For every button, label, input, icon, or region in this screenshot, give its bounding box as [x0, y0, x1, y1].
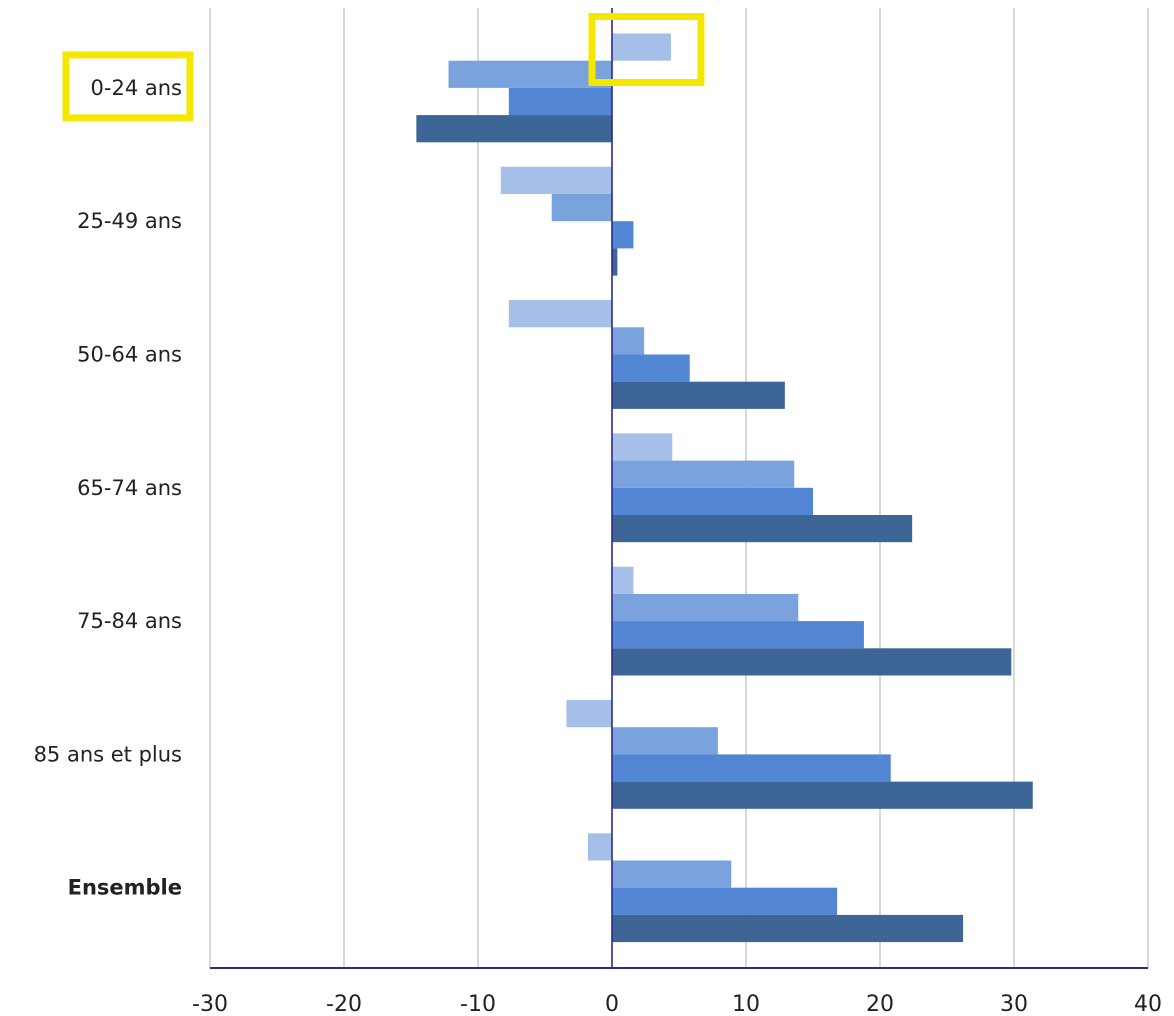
bars-layer — [416, 33, 1033, 943]
bar-ensemble-s2 — [612, 860, 732, 888]
category-label: 85 ans et plus — [34, 742, 182, 766]
bar-75-84-ans-s1 — [612, 566, 634, 594]
bar-65-74-ans-s3 — [612, 487, 813, 515]
bar-25-49-ans-s2 — [551, 194, 612, 222]
bar-25-49-ans-s1 — [500, 166, 612, 194]
bar-50-64-ans-s4 — [612, 381, 785, 409]
bar-0-24-ans-s1 — [612, 33, 671, 61]
grid-layer — [209, 8, 1149, 968]
category-label: 25-49 ans — [77, 209, 182, 233]
x-tick-label: -20 — [326, 992, 362, 1012]
bar-0-24-ans-s3 — [508, 87, 612, 116]
x-tick-label: 10 — [732, 992, 760, 1012]
bar-75-84-ans-s2 — [612, 593, 799, 622]
bar-50-64-ans-s3 — [612, 354, 690, 382]
x-tick-label: -30 — [192, 992, 228, 1012]
highlight-box-bar — [588, 13, 705, 86]
category-label: 75-84 ans — [77, 609, 182, 633]
bar-50-64-ans-s2 — [612, 327, 645, 355]
x-tick-label: 30 — [1000, 992, 1028, 1012]
bar-ensemble-s4 — [612, 914, 964, 943]
category-label: 50-64 ans — [77, 343, 182, 367]
x-tick-label: -10 — [460, 992, 496, 1012]
labels-layer: -30 -20 -10 0 10 20 30 40 0-24 ans 25-49 ans 50-64… — [34, 76, 1162, 1016]
category-label: Ensemble — [68, 876, 182, 900]
category-label: 0-24 ans — [91, 76, 182, 100]
bar-65-74-ans-s1 — [612, 433, 673, 461]
bar-0-24-ans-s2 — [448, 60, 612, 88]
highlight-box-label — [62, 51, 194, 122]
category-label: 65-74 ans — [77, 476, 182, 500]
highlight-layer — [62, 13, 705, 122]
bar-75-84-ans-s3 — [612, 621, 864, 649]
bar-ensemble-s1 — [587, 833, 612, 861]
bar-65-74-ans-s2 — [612, 460, 795, 488]
bar-25-49-ans-s3 — [612, 221, 634, 249]
bar-0-24-ans-s4 — [416, 115, 612, 143]
x-tick-label: 20 — [866, 992, 894, 1012]
bar-50-64-ans-s1 — [508, 300, 612, 328]
bar-85-ans-et-plus-s2 — [612, 727, 718, 755]
bar-65-74-ans-s4 — [612, 515, 913, 543]
axis-layer — [210, 8, 1148, 969]
bar-75-84-ans-s4 — [612, 648, 1012, 676]
bar-ensemble-s3 — [612, 887, 838, 915]
x-tick-label: 40 — [1134, 992, 1162, 1012]
bar-85-ans-et-plus-s1 — [566, 700, 612, 728]
bar-85-ans-et-plus-s4 — [612, 781, 1033, 809]
x-tick-label: 0 — [605, 992, 619, 1012]
bar-85-ans-et-plus-s3 — [612, 754, 891, 782]
bar-25-49-ans-s4 — [612, 248, 618, 276]
